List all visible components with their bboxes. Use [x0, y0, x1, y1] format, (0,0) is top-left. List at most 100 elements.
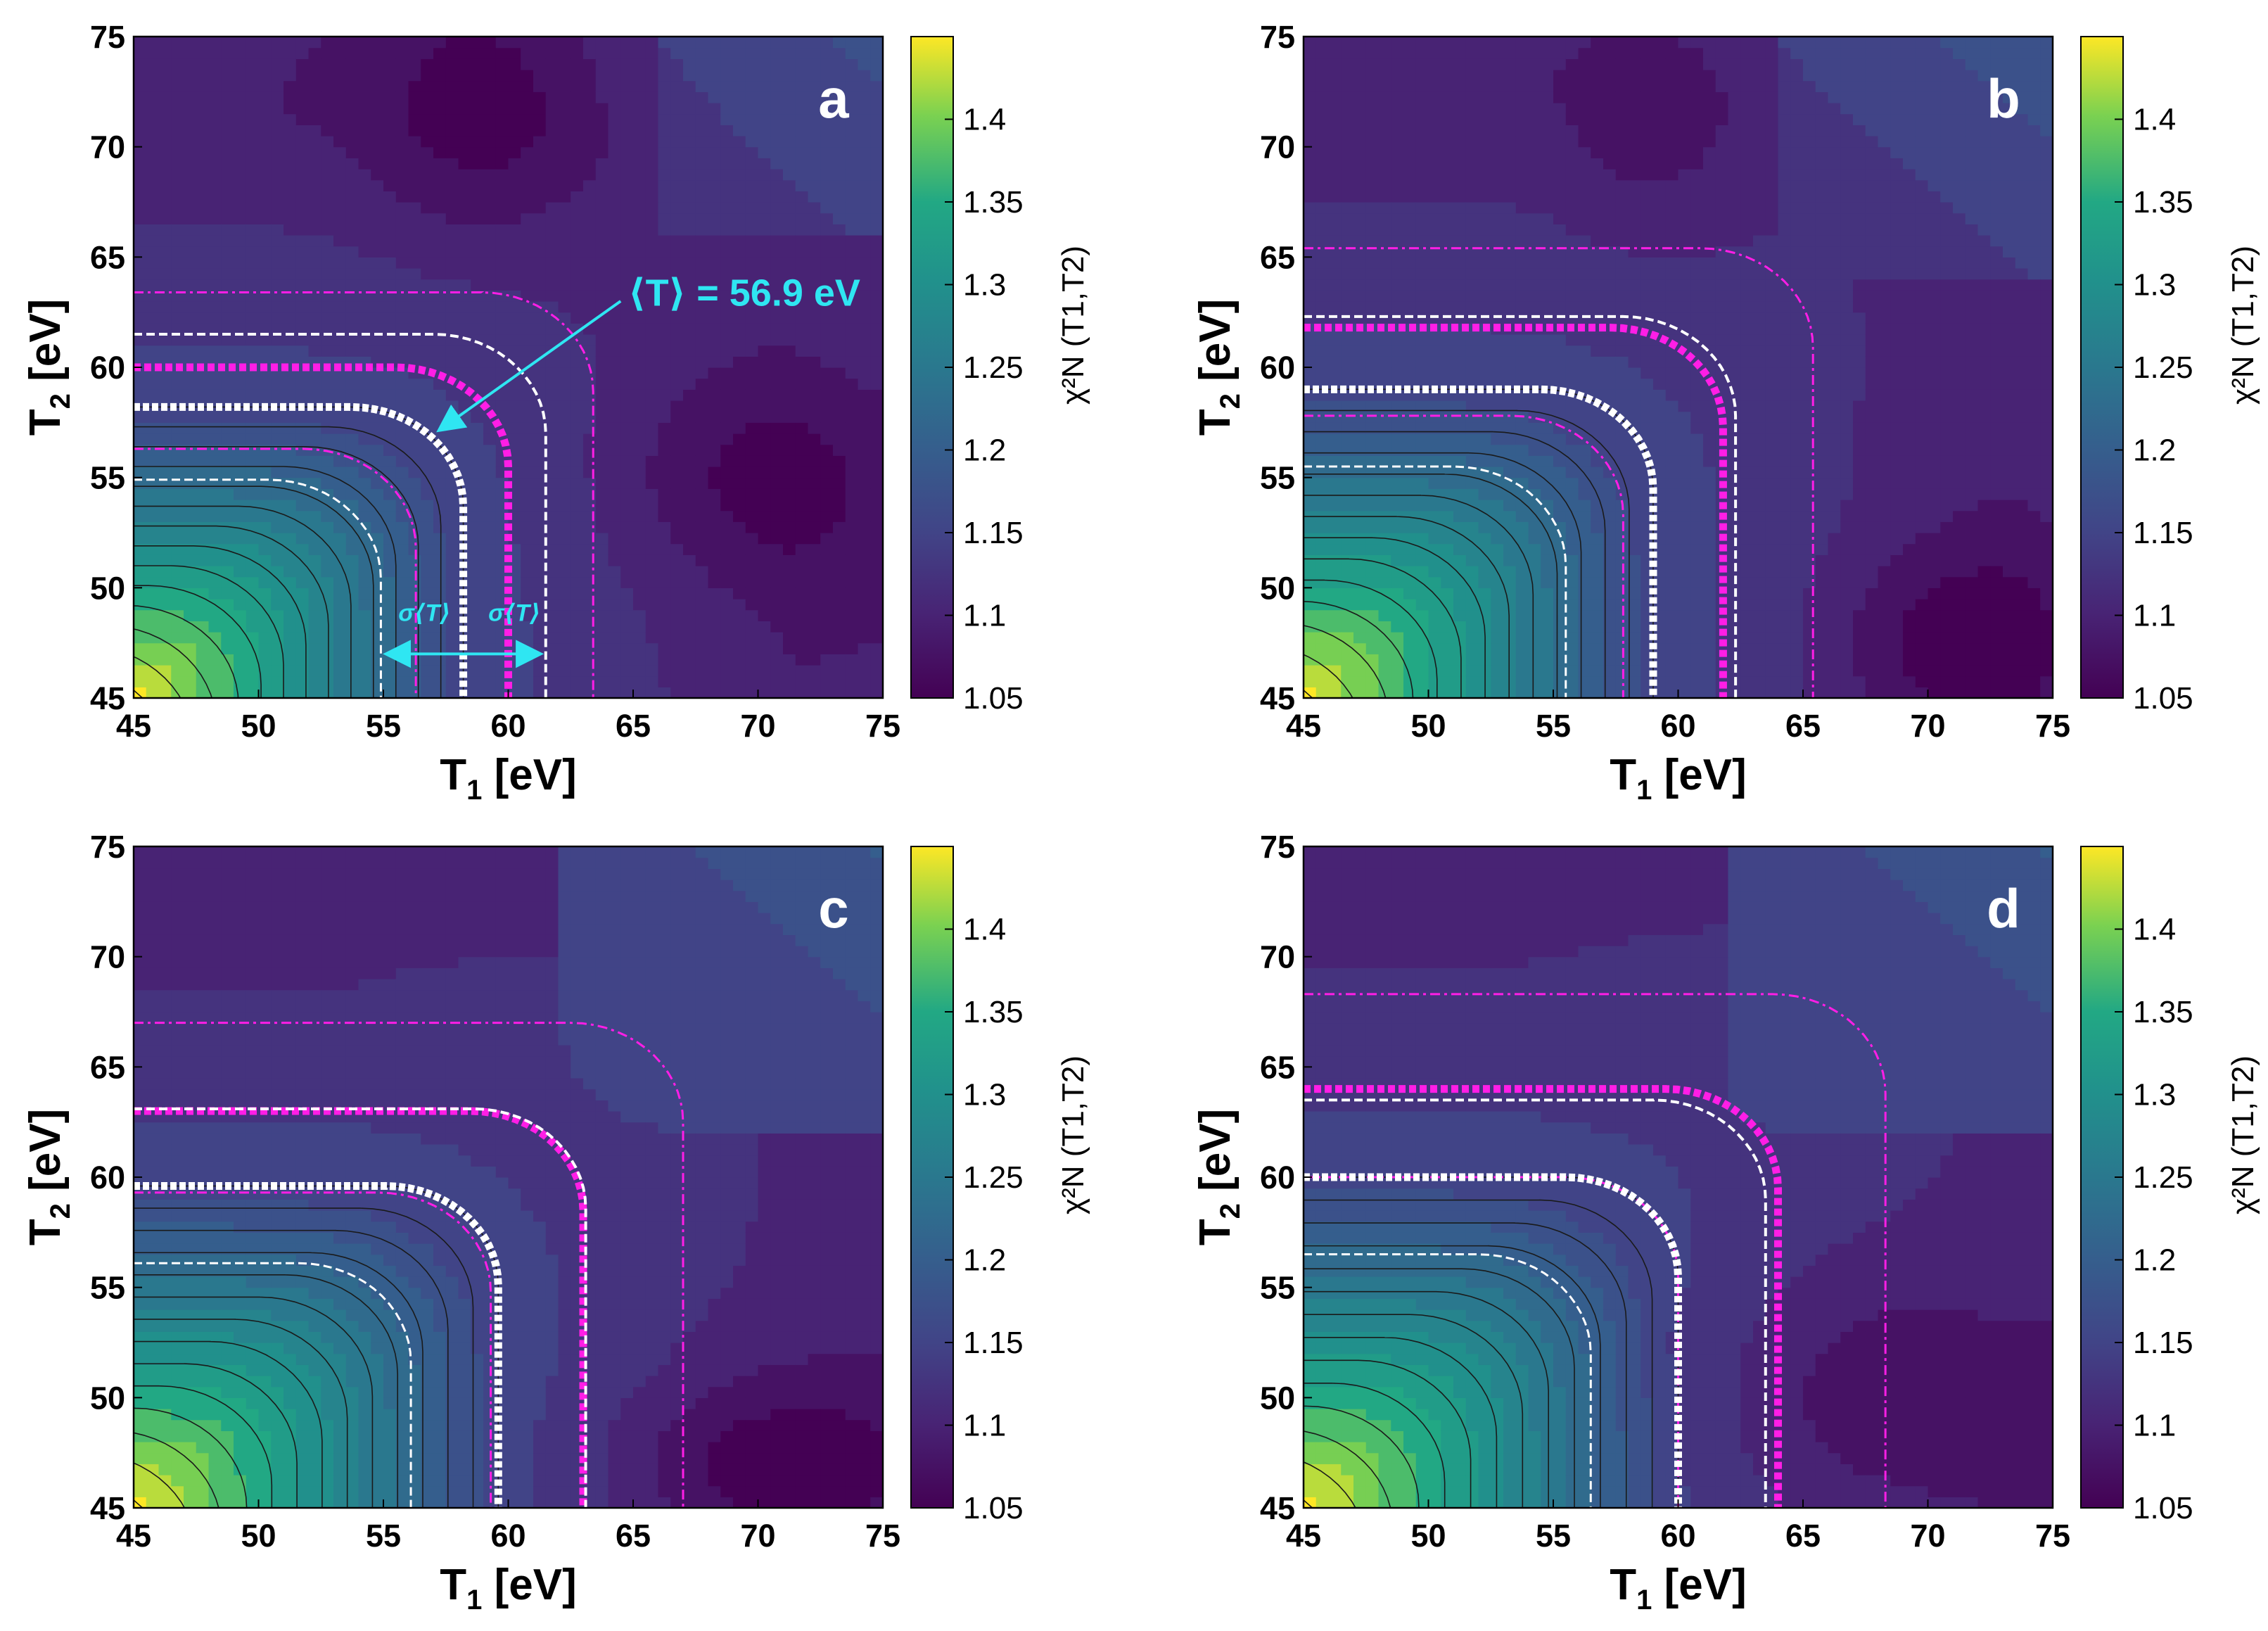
x-tick-label: 50 [241, 1518, 276, 1554]
colorbar-tick-label: 1.25 [2133, 1160, 2193, 1195]
panel-letter: b [1987, 68, 2020, 129]
colorbar-tick-label: 1.4 [963, 103, 1006, 137]
y-tick-label: 50 [90, 570, 125, 606]
sigma-label-right: σ⟨T⟩ [488, 599, 540, 626]
y-tick-label: 50 [90, 1380, 125, 1416]
mean-annotation-text: ⟨T⟩ = 56.9 eV [628, 272, 860, 314]
colorbar-tick-label: 1.35 [2133, 995, 2193, 1029]
contour-line [2053, 780, 2128, 846]
y-tick-label: 75 [1260, 829, 1295, 865]
y-tick-label: 65 [90, 1049, 125, 1085]
colorbar-tick-label: 1.2 [963, 433, 1006, 468]
panel-letter: c [818, 877, 848, 939]
colorbar-tick-label: 1.05 [2133, 1491, 2193, 1525]
contour-line [2053, 0, 2128, 37]
y-tick-label: 60 [1260, 350, 1295, 386]
colorbar-tick-label: 1.3 [2133, 1078, 2176, 1112]
x-tick-label: 70 [740, 1518, 775, 1554]
y-tick-label: 55 [1260, 1270, 1295, 1306]
colorbar-label: χ²N (T1,T2) [1056, 1055, 1090, 1214]
y-tick-label: 75 [1260, 19, 1295, 55]
x-tick-label: 65 [616, 708, 651, 744]
colorbar-tick-label: 1.1 [963, 599, 1006, 633]
contour-line [883, 780, 958, 846]
colorbar-tick-label: 1.2 [2133, 433, 2176, 468]
y-tick-label: 70 [90, 129, 125, 165]
colorbar-tick-label: 1.35 [963, 995, 1024, 1029]
y-tick-label: 50 [1260, 570, 1295, 606]
x-tick-label: 70 [1910, 1518, 1945, 1554]
x-tick-label: 65 [1785, 1518, 1821, 1554]
y-tick-label: 75 [90, 829, 125, 865]
contour-fill [1304, 37, 2053, 699]
sigma-label-left: σ⟨T⟩ [398, 599, 450, 626]
colorbar-tick-label: 1.4 [2133, 913, 2176, 947]
colorbar-tick-label: 1.15 [2133, 516, 2193, 550]
x-tick-label: 65 [1785, 708, 1821, 744]
y-tick-label: 45 [90, 1490, 125, 1526]
colorbar-tick-label: 1.15 [963, 516, 1024, 550]
x-tick-label: 70 [740, 708, 775, 744]
x-tick-label: 65 [616, 1518, 651, 1554]
y-axis-label: T2 [eV] [21, 1109, 76, 1245]
colorbar-tick-label: 1.15 [2133, 1326, 2193, 1360]
x-tick-label: 50 [1410, 708, 1446, 744]
colorbar-tick-label: 1.05 [2133, 681, 2193, 716]
y-tick-label: 60 [90, 1160, 125, 1195]
x-tick-label: 55 [1536, 1518, 1571, 1554]
y-tick-label: 70 [1260, 939, 1295, 975]
y-axis-label: T2 [eV] [1191, 299, 1246, 436]
contour-line [883, 0, 958, 37]
colorbar-tick-label: 1.25 [2133, 350, 2193, 385]
y-tick-label: 75 [90, 19, 125, 55]
colorbar-tick-label: 1.3 [963, 1078, 1006, 1112]
y-tick-label: 45 [90, 680, 125, 716]
contour-line [2053, 0, 2268, 37]
y-tick-label: 55 [90, 1270, 125, 1306]
x-axis-label: T1 [eV] [1610, 1561, 1746, 1616]
x-tick-label: 60 [1660, 708, 1695, 744]
colorbar: 1.05 1.1 1.15 1.2 1.25 1.3 1.35 1.4 χ²N (T1,T2) [2081, 846, 2260, 1525]
y-tick-label: 65 [1260, 239, 1295, 275]
colorbar-tick-label: 1.3 [2133, 268, 2176, 303]
y-tick-label: 55 [90, 460, 125, 496]
contour-line [883, 0, 1189, 37]
colorbar-tick-label: 1.25 [963, 1160, 1024, 1195]
colorbar-tick-label: 1.25 [963, 350, 1024, 385]
x-tick-label: 60 [490, 1518, 525, 1554]
contour-line [883, 713, 1033, 846]
x-tick-label: 75 [865, 708, 900, 744]
contour-line [2053, 0, 2203, 37]
colorbar-tick-label: 1.2 [963, 1243, 1006, 1278]
colorbar-tick-label: 1.15 [963, 1326, 1024, 1360]
contour-line [883, 0, 1033, 37]
x-tick-label: 55 [366, 1518, 401, 1554]
y-tick-label: 65 [1260, 1049, 1295, 1085]
y-tick-label: 50 [1260, 1380, 1295, 1416]
colorbar-label: χ²N (T1,T2) [2226, 1055, 2260, 1214]
panel-letter: a [818, 68, 849, 129]
y-tick-label: 55 [1260, 460, 1295, 496]
x-tick-label: 60 [1660, 1518, 1695, 1554]
contour-line [883, 0, 1110, 37]
contour-fill [134, 846, 884, 1509]
colorbar-tick-label: 1.05 [963, 681, 1024, 716]
x-tick-label: 50 [241, 708, 276, 744]
contour-line [2053, 0, 2268, 37]
colorbar-tick-label: 1.35 [2133, 185, 2193, 220]
y-tick-label: 70 [1260, 129, 1295, 165]
colorbar-tick-label: 1.1 [963, 1409, 1006, 1443]
colorbar-tick-label: 1.1 [2133, 1409, 2176, 1443]
colorbar-tick-label: 1.2 [2133, 1243, 2176, 1278]
y-axis-label: T2 [eV] [1191, 1109, 1246, 1245]
x-tick-label: 70 [1910, 708, 1945, 744]
y-tick-label: 45 [1260, 1490, 1295, 1526]
x-axis-label: T1 [eV] [440, 1561, 576, 1616]
colorbar-tick-label: 1.1 [2133, 599, 2176, 633]
x-tick-label: 60 [490, 708, 525, 744]
